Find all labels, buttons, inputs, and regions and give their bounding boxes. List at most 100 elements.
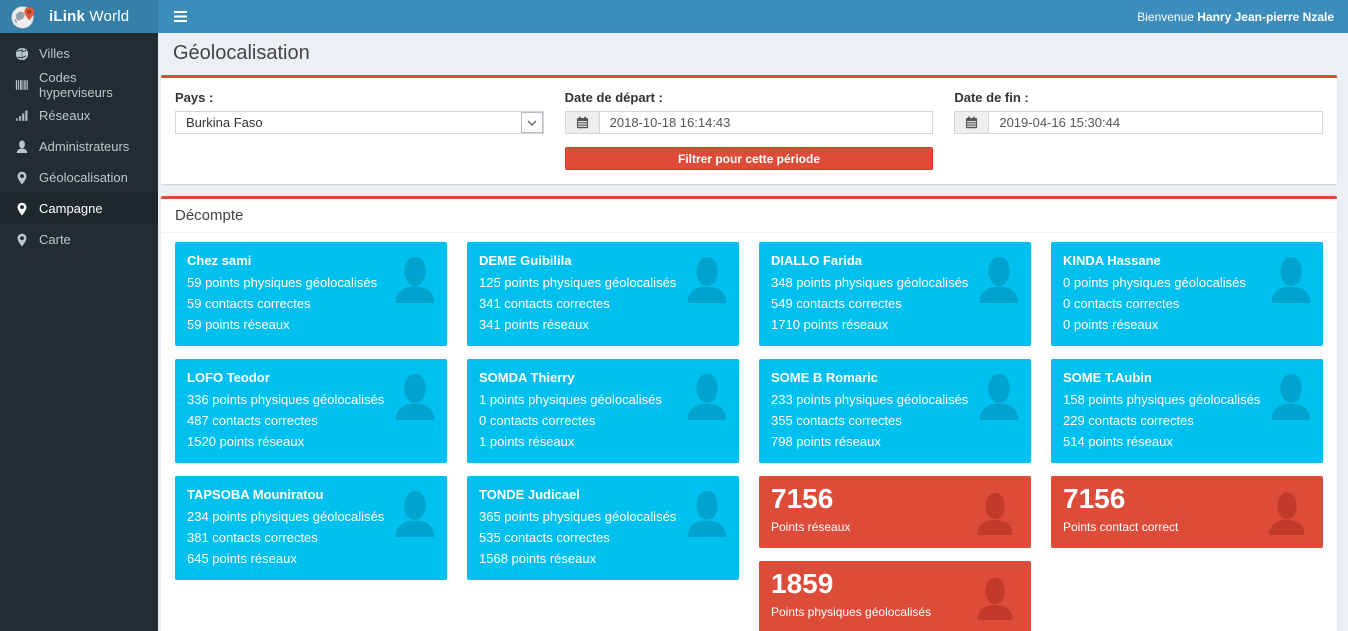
agent-card-somda-thierry: SOMDA Thierry 1 points physiques géoloca…: [467, 359, 739, 463]
agent-stat-physiques: 233 points physiques géolocalisés: [771, 392, 969, 407]
person-icon: [1267, 254, 1315, 304]
sidebar-item-carte[interactable]: Carte: [0, 224, 158, 255]
agent-stat-physiques: 1 points physiques géolocalisés: [479, 392, 662, 407]
sidebar-item-label: Réseaux: [39, 108, 91, 123]
agent-card-tapsoba-mouniratou: TAPSOBA Mouniratou 234 points physiques …: [175, 476, 447, 580]
agent-stat-reseaux: 645 points réseaux: [187, 551, 297, 566]
total-card-points-contact: 7156 Points contact correct: [1051, 476, 1323, 548]
agent-stat-contacts: 549 contacts correctes: [771, 296, 902, 311]
date-end-input[interactable]: [989, 112, 1323, 133]
agent-stat-contacts: 0 contacts correctes: [1063, 296, 1180, 311]
agent-stat-contacts: 535 contacts correctes: [479, 530, 610, 545]
sidebar-item-label: Carte: [39, 232, 71, 247]
sidebar-item-label: Géolocalisation: [39, 170, 128, 185]
agent-stat-physiques: 0 points physiques géolocalisés: [1063, 275, 1246, 290]
agent-stat-contacts: 229 contacts correctes: [1063, 413, 1194, 428]
agent-name: DEME Guibilila: [479, 253, 572, 268]
agent-card-lofo-teodor: LOFO Teodor 336 points physiques géoloca…: [175, 359, 447, 463]
filter-button[interactable]: Filtrer pour cette période: [564, 147, 934, 170]
agent-stat-reseaux: 1 points réseaux: [479, 434, 575, 449]
navbar: Bienvenue Hanry Jean-pierre Nzale: [158, 0, 1348, 33]
agent-stat-contacts: 381 contacts correctes: [187, 530, 318, 545]
agent-name: SOME T.Aubin: [1063, 370, 1152, 385]
sidebar-toggle-button[interactable]: [169, 6, 191, 28]
filter-panel: Pays : Burkina Faso Date de départ : Fil…: [161, 75, 1337, 184]
agent-stat-physiques: 336 points physiques géolocalisés: [187, 392, 385, 407]
brand[interactable]: iLink World: [0, 0, 158, 33]
decompte-title: Décompte: [161, 199, 1337, 233]
chevron-down-icon: [520, 112, 543, 133]
agent-name: TONDE Judicael: [479, 487, 580, 502]
date-start-input[interactable]: [599, 112, 933, 133]
totals-stack: 7156 Points réseaux 1859 Points physique…: [759, 476, 1031, 631]
agent-stat-reseaux: 1710 points réseaux: [771, 317, 889, 332]
agent-name: KINDA Hassane: [1063, 253, 1161, 268]
agent-name: DIALLO Farida: [771, 253, 863, 268]
agent-stat-physiques: 59 points physiques géolocalisés: [187, 275, 378, 290]
agent-stat-physiques: 234 points physiques géolocalisés: [187, 509, 385, 524]
topbar: iLink World Bienvenue Hanry Jean-pierre …: [0, 0, 1348, 33]
agent-card-kinda-hassane: KINDA Hassane 0 points physiques géoloca…: [1051, 242, 1323, 346]
agent-stat-reseaux: 0 points réseaux: [1063, 317, 1159, 332]
total-label: Points réseaux: [771, 520, 851, 534]
sidebar-item-label: Campagne: [39, 201, 103, 216]
hamburger-icon: [173, 11, 187, 22]
main-content: Géolocalisation Pays : Burkina Faso Date…: [158, 0, 1348, 631]
sidebar-item-administrateurs[interactable]: Administrateurs: [0, 131, 158, 162]
person-icon: [1267, 371, 1315, 421]
signal-icon: [15, 109, 29, 123]
pays-select-value: Burkina Faso: [186, 115, 263, 130]
sidebar-item-reseaux[interactable]: Réseaux: [0, 100, 158, 131]
total-card-points-physiques: 1859 Points physiques géolocalisés: [759, 561, 1031, 631]
agent-stat-reseaux: 1568 points réseaux: [479, 551, 597, 566]
agent-stat-physiques: 348 points physiques géolocalisés: [771, 275, 969, 290]
total-value: 7156: [1063, 483, 1126, 514]
sidebar-item-geolocalisation[interactable]: Géolocalisation: [0, 162, 158, 193]
person-icon: [391, 488, 439, 538]
barcode-icon: [15, 78, 29, 92]
agent-card-chez-sami: Chez sami 59 points physiques géolocalis…: [175, 242, 447, 346]
person-icon: [975, 254, 1023, 304]
sidebar-item-label: Codes hyperviseurs: [39, 69, 113, 100]
agent-stat-reseaux: 59 points réseaux: [187, 317, 290, 332]
agent-card-deme-guibilila: DEME Guibilila 125 points physiques géol…: [467, 242, 739, 346]
agent-card-tonde-judicael: TONDE Judicael 365 points physiques géol…: [467, 476, 739, 580]
globe-icon: [15, 47, 29, 61]
user-icon: [15, 140, 29, 153]
agent-stat-physiques: 125 points physiques géolocalisés: [479, 275, 677, 290]
sidebar: Villes Codes hyperviseurs Réseaux Admini…: [0, 33, 158, 631]
agent-name: Chez sami: [187, 253, 252, 268]
agent-stat-reseaux: 1520 points réseaux: [187, 434, 305, 449]
map-marker-icon: [15, 233, 29, 247]
ilink-logo-icon: [11, 6, 35, 29]
calendar-icon: [565, 112, 600, 133]
person-icon: [683, 254, 731, 304]
date-end-group: [954, 111, 1324, 134]
agent-card-some-t-aubin: SOME T.Aubin 158 points physiques géoloc…: [1051, 359, 1323, 463]
pays-select[interactable]: Burkina Faso: [175, 111, 544, 134]
agent-stat-contacts: 341 contacts correctes: [479, 296, 610, 311]
agent-stat-reseaux: 798 points réseaux: [771, 434, 881, 449]
sidebar-item-label: Villes: [39, 46, 70, 61]
agent-stat-reseaux: 341 points réseaux: [479, 317, 589, 332]
agent-stat-contacts: 487 contacts correctes: [187, 413, 318, 428]
sidebar-item-codes-hyperviseurs[interactable]: Codes hyperviseurs: [0, 69, 158, 100]
agent-stat-contacts: 355 contacts correctes: [771, 413, 902, 428]
decompte-panel: Décompte Chez sami 59 points physiques g…: [161, 196, 1337, 631]
total-card-points-reseaux: 7156 Points réseaux: [759, 476, 1031, 548]
total-value: 1859: [771, 568, 834, 599]
person-icon: [391, 254, 439, 304]
cards-grid: Chez sami 59 points physiques géolocalis…: [161, 233, 1337, 631]
person-icon: [973, 573, 1017, 623]
total-label: Points contact correct: [1063, 520, 1179, 534]
sidebar-item-label: Administrateurs: [39, 139, 130, 154]
pays-label: Pays :: [175, 90, 214, 105]
sidebar-item-campagne[interactable]: Campagne: [0, 193, 158, 224]
brand-title: iLink World: [49, 8, 130, 25]
person-icon: [1265, 488, 1309, 538]
sidebar-item-villes[interactable]: Villes: [0, 38, 158, 69]
agent-card-diallo-farida: DIALLO Farida 348 points physiques géolo…: [759, 242, 1031, 346]
date-end-label: Date de fin :: [954, 90, 1029, 105]
page-title: Géolocalisation: [173, 42, 310, 64]
date-start-group: [564, 111, 934, 134]
